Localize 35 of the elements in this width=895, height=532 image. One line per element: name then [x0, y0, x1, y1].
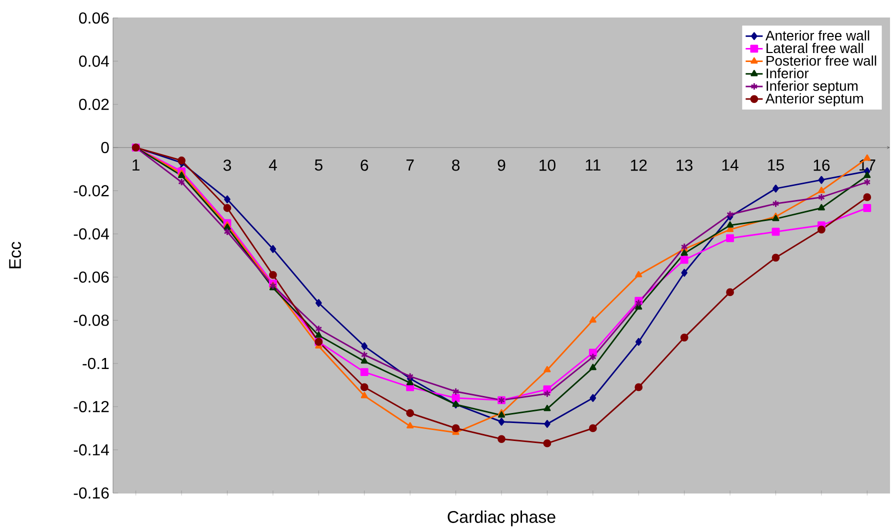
legend-label: Posterior free wall — [766, 55, 876, 66]
y-axis-title: Ecc — [9, 242, 22, 268]
x-tick-label: 12 — [630, 160, 647, 171]
y-tick-label: -0.14 — [74, 444, 110, 456]
x-tick-label: 9 — [498, 160, 506, 171]
y-tick-label: -0.12 — [74, 401, 109, 412]
y-tick-label: -0.06 — [74, 271, 109, 283]
x-tick-label: 5 — [314, 160, 322, 171]
legend-label: Anterior septum — [765, 93, 863, 106]
legend-label: Inferior — [766, 68, 809, 78]
y-tick-label: -0.08 — [74, 314, 109, 326]
y-tick-label: -0.02 — [74, 185, 109, 196]
y-tick-label: 0.04 — [79, 56, 110, 67]
x-tick-label: 6 — [360, 160, 368, 171]
legend-label: Anterior free wall — [765, 30, 870, 41]
y-tick-label: -0.16 — [74, 487, 109, 499]
x-axis-title: Cardiac phase — [448, 510, 556, 526]
x-tick-label: 11 — [586, 160, 600, 171]
x-tick-label: 10 — [540, 160, 556, 171]
x-tick-label: 8 — [452, 160, 460, 171]
x-tick-label: 7 — [406, 160, 414, 171]
x-tick-label: 3 — [223, 160, 231, 171]
y-tick-label: -0.1 — [82, 358, 109, 370]
x-tick-label: 16 — [814, 160, 830, 171]
y-tick-label: 0.06 — [79, 12, 109, 24]
x-tick-label: 15 — [768, 160, 784, 171]
y-tick-label: 0 — [101, 142, 109, 154]
x-tick-label: 4 — [268, 160, 277, 171]
legend-label: Inferior septum — [766, 80, 858, 94]
y-tick-label: -0.04 — [74, 228, 110, 240]
x-tick-label: 13 — [676, 160, 692, 171]
legend-label: Lateral free wall — [766, 42, 863, 54]
y-tick-label: 0.02 — [79, 98, 109, 110]
x-tick-label: 1 — [132, 160, 140, 171]
x-tick-label: 14 — [722, 160, 738, 171]
